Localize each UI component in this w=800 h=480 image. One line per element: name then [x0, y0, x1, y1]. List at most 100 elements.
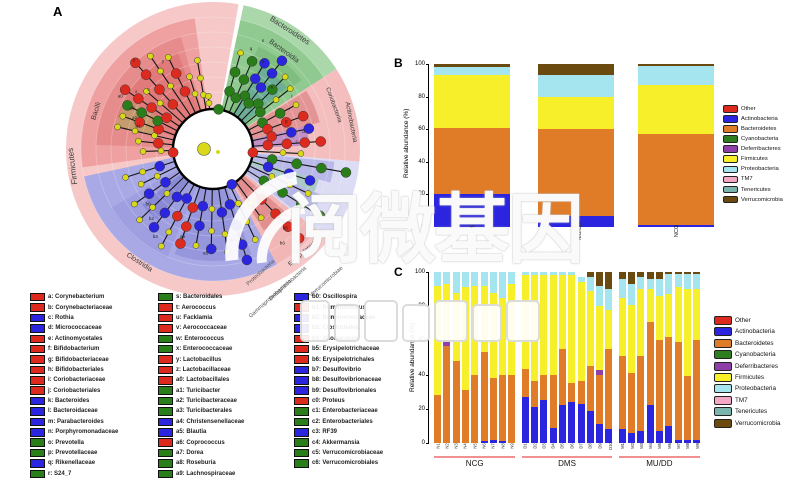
taxa-color-chip — [30, 355, 45, 364]
stacked-bar — [538, 64, 614, 227]
ring-node — [213, 104, 224, 115]
bar-segment-bacteroidetes — [586, 366, 594, 411]
ring-letter: a3 — [130, 106, 136, 111]
taxa-item: a3: Turicibacterales — [158, 406, 244, 416]
sample-tick-label: M1 — [620, 443, 626, 449]
taxa-item: a1: Turicibacter — [158, 386, 244, 396]
taxa-item: b0: Oscillospira — [294, 292, 383, 302]
bar-segment-bacteroidetes — [674, 342, 682, 440]
branch-line — [223, 52, 242, 111]
ring-letter: q — [250, 46, 253, 51]
stacked-bar — [674, 272, 682, 443]
taxa-color-chip — [294, 448, 309, 458]
bar-segment-verrucomicrobia — [683, 272, 691, 274]
taxon-node — [236, 239, 248, 250]
taxa-label: b: Corynebacteriaceae — [48, 304, 113, 311]
bar-segment-verrucomicrobia — [538, 64, 614, 76]
taxon-node — [157, 147, 165, 155]
taxa-item: f: Bifidobacterium — [30, 344, 118, 354]
taxa-item: y: Lactobacillus — [158, 354, 244, 364]
taxa-color-chip — [158, 469, 173, 479]
bar-segment-proteobacteria — [586, 277, 594, 291]
phylum-legend-label: Other — [741, 105, 756, 112]
stacked-bar — [480, 272, 488, 443]
taxon-node — [231, 220, 242, 231]
bar-segment-bacteroidetes — [605, 348, 613, 430]
branch-line — [167, 57, 196, 114]
bar-segment-actinobacteria — [665, 425, 673, 443]
stacked-bar — [693, 272, 701, 443]
taxa-item: p: Prevotellaceae — [30, 448, 118, 458]
taxa-item: a0: Lactobacillales — [158, 375, 244, 385]
taxon-node — [171, 191, 183, 203]
taxon-node — [156, 99, 164, 107]
taxon-node — [270, 208, 281, 219]
bar-segment-proteobacteria — [618, 278, 626, 298]
taxa-item: o: Prevotella — [30, 437, 118, 447]
bar-segment-verrucomicrobia — [655, 272, 663, 279]
taxon-node — [197, 200, 209, 212]
branch-line — [218, 188, 229, 253]
taxa-item: c0: Proteus — [294, 396, 383, 406]
taxon-node — [137, 180, 145, 188]
phylum-color-chip — [723, 135, 738, 143]
taxon-node — [114, 123, 121, 131]
y-tick-label: 100 — [414, 269, 425, 275]
y-tick-label: 100 — [414, 61, 425, 67]
taxa-item: s: Bacteroidales — [158, 292, 244, 302]
bar-segment-firmicutes — [531, 275, 538, 382]
phylum-legend-item: Firmicutes — [714, 372, 781, 382]
bar-segment-firmicutes — [646, 289, 654, 322]
bar-segment-proteobacteria — [558, 272, 566, 276]
taxa-item: c3: RF39 — [294, 427, 383, 437]
ring-letter: b4 — [282, 212, 288, 217]
sample-tick-label: N4 — [463, 443, 469, 449]
taxa-color-chip — [294, 438, 309, 447]
taxon-node — [314, 210, 326, 222]
taxon-node — [167, 99, 179, 110]
stacked-bar — [461, 272, 469, 443]
y-tick-mark — [426, 443, 429, 444]
taxa-color-chip — [158, 459, 173, 468]
stacked-bar — [605, 272, 613, 443]
taxa-label: c: Rothia — [48, 314, 74, 321]
sample-tick-label: D6 — [569, 443, 575, 449]
sample-tick-label: N7 — [490, 443, 496, 449]
taxa-color-chip — [30, 303, 45, 312]
taxon-node — [153, 138, 164, 149]
bar-segment-proteobacteria — [471, 272, 479, 286]
stacked-bar — [628, 272, 635, 443]
taxon-node — [194, 57, 201, 64]
panel-b-plot: 0 20 40 60 80 100 DMS MU/DD NCG — [415, 61, 721, 240]
bar-segment-proteobacteria — [461, 272, 469, 288]
phylum-legend-label: Tenericutes — [741, 186, 771, 193]
taxa-item: c6: Verrucomicrobiales — [294, 458, 383, 468]
phylum-color-chip — [714, 395, 732, 405]
taxon-node — [208, 205, 216, 213]
bar-segment-proteobacteria — [596, 285, 604, 307]
sample-tick-label: M6 — [666, 443, 672, 449]
taxa-label: a2: Turicibacteraceae — [176, 398, 237, 405]
bar-segment-bacteroidetes — [637, 355, 645, 432]
phylum-legend-label: Cyanobacteria — [741, 136, 779, 143]
bar-segment-verrucomicrobia — [596, 272, 604, 286]
taxon-node — [241, 254, 253, 266]
bar-segment-verrucomicrobia — [674, 272, 682, 274]
phylum-legend-item: Proteobacteria — [723, 165, 783, 174]
taxa-item: n: Porphyromonadaceae — [30, 427, 118, 437]
phylum-color-chip — [714, 418, 732, 428]
sample-tick-label: N3 — [453, 443, 459, 449]
sample-tick-label: M3 — [638, 443, 644, 449]
stacked-bar — [531, 272, 538, 443]
taxa-color-chip — [294, 407, 309, 416]
taxon-node — [246, 56, 258, 67]
y-tick-mark — [426, 161, 429, 163]
ring-letter: p — [262, 58, 265, 63]
taxon-node — [286, 181, 294, 189]
ring-letter: a4 — [230, 237, 236, 242]
bar-segment-actinobacteria — [628, 432, 635, 443]
taxa-label: g: Bifidobacteriaceae — [48, 356, 109, 363]
bar-segment-firmicutes — [596, 306, 604, 370]
root-node — [197, 142, 211, 156]
taxa-color-chip — [294, 365, 309, 375]
